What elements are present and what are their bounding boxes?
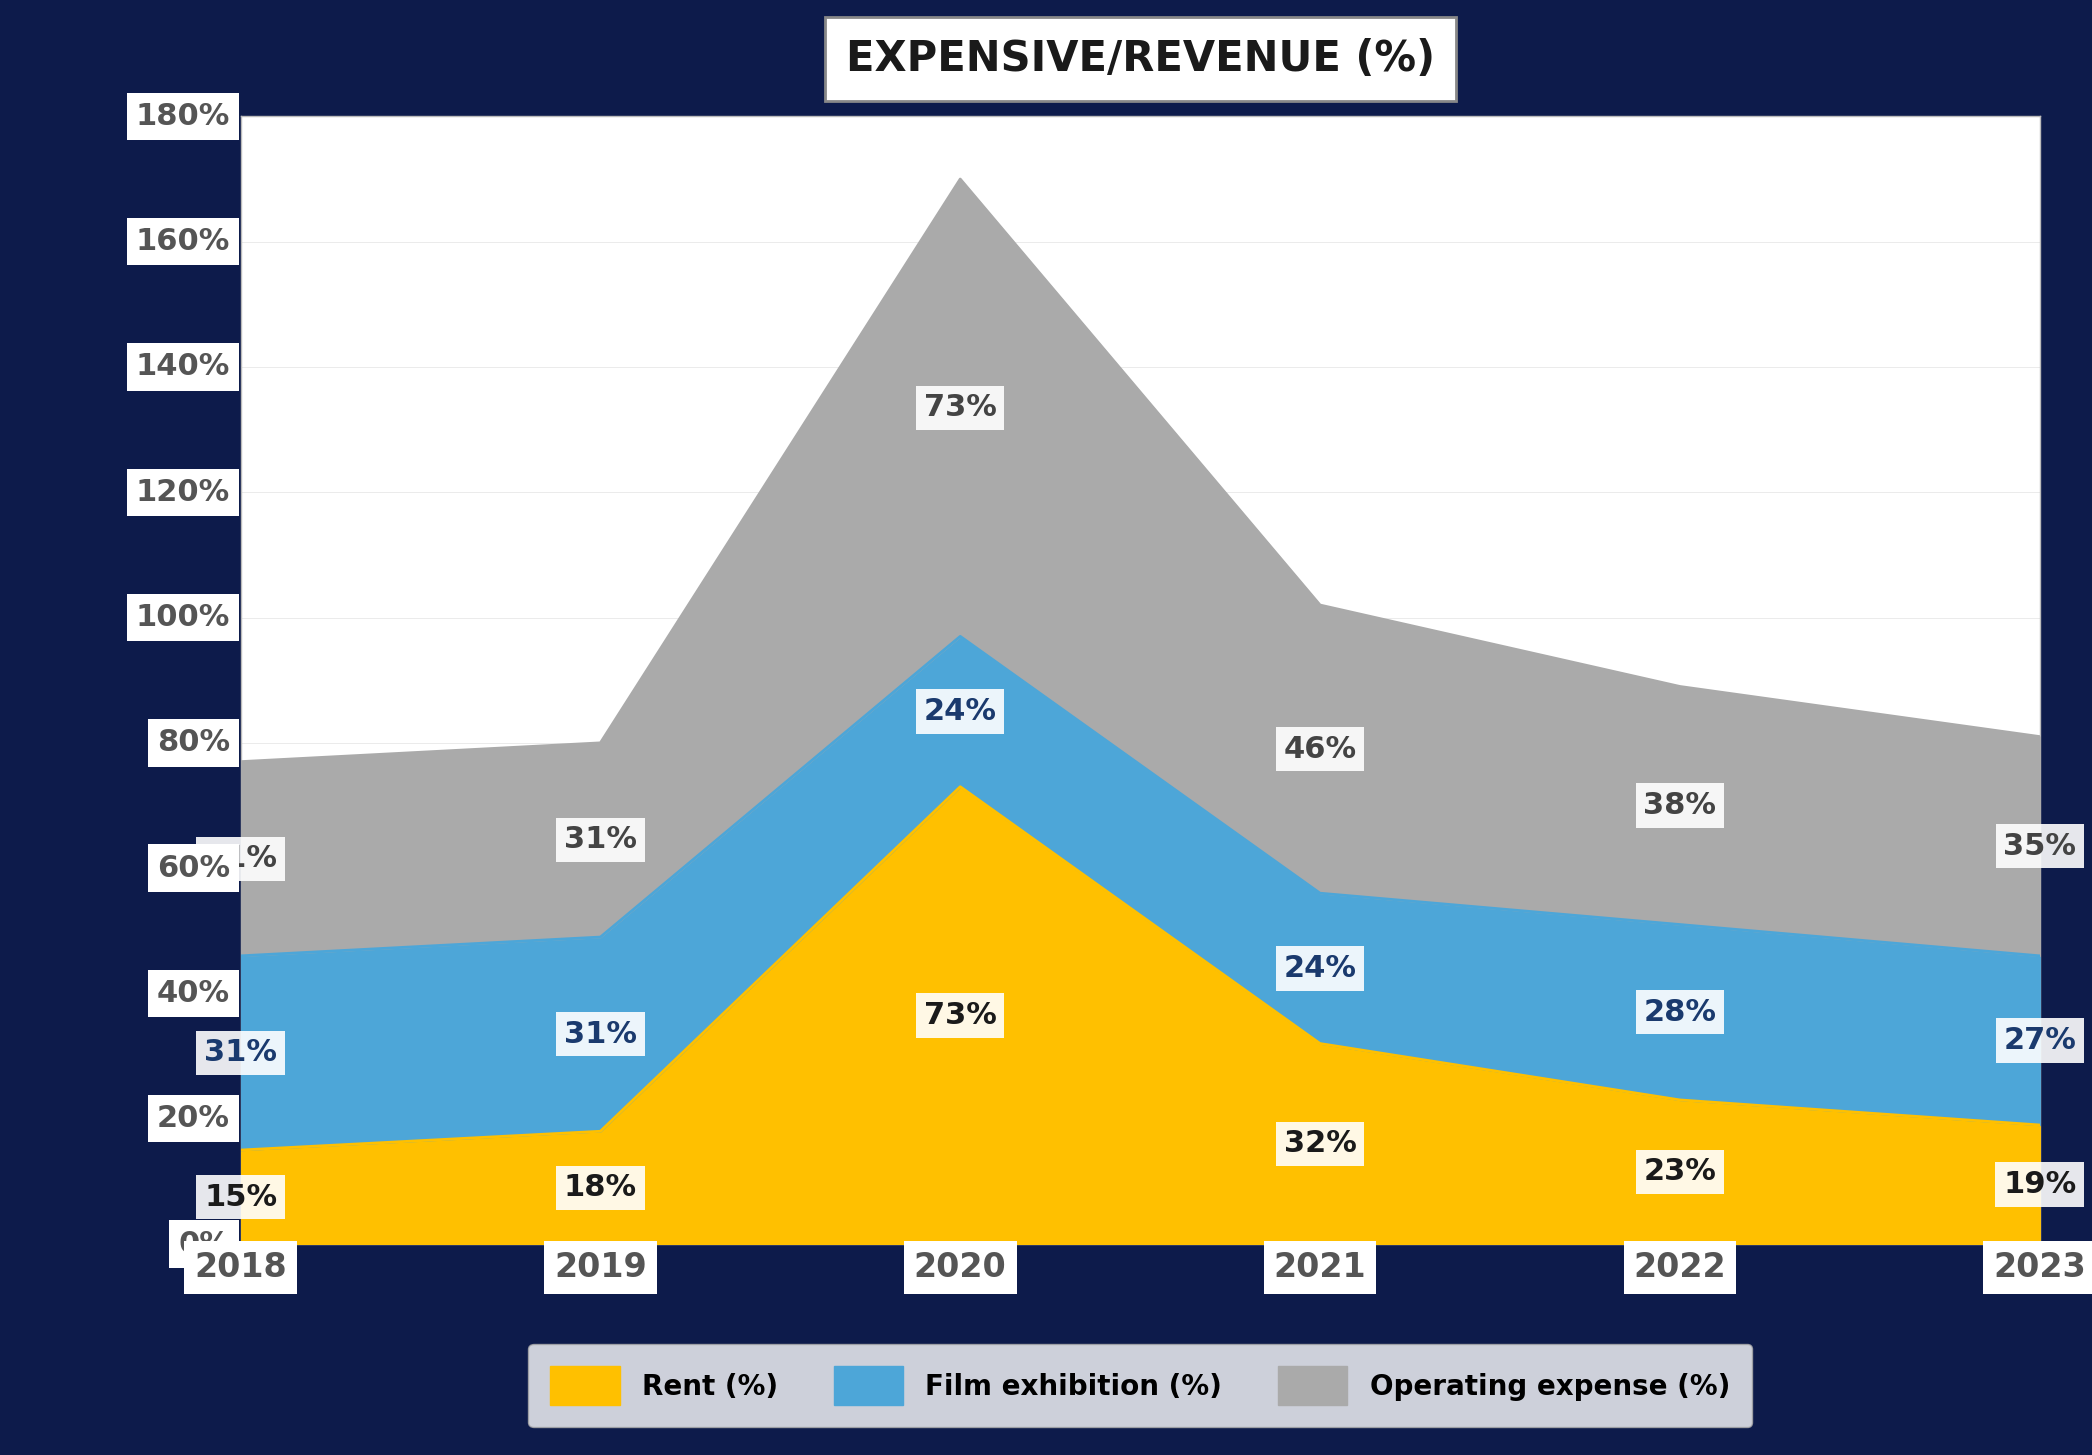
Text: 27%: 27% (2004, 1026, 2075, 1055)
Text: 160%: 160% (136, 227, 230, 256)
Text: 73%: 73% (925, 1001, 996, 1030)
Text: 31%: 31% (205, 844, 276, 873)
Text: 15%: 15% (205, 1183, 276, 1212)
Text: EXPENSIVE/REVENUE (%): EXPENSIVE/REVENUE (%) (845, 38, 1435, 80)
Legend: Rent (%), Film exhibition (%), Operating expense (%): Rent (%), Film exhibition (%), Operating… (527, 1344, 1753, 1427)
Text: 2023: 2023 (1994, 1251, 2086, 1285)
Text: 0%: 0% (178, 1229, 230, 1259)
Text: 31%: 31% (565, 1020, 636, 1049)
Text: 140%: 140% (136, 352, 230, 381)
Text: 120%: 120% (136, 477, 230, 506)
Text: 31%: 31% (205, 1039, 276, 1068)
Text: 24%: 24% (925, 697, 996, 726)
Text: 60%: 60% (157, 854, 230, 883)
Text: 73%: 73% (925, 393, 996, 422)
Text: 19%: 19% (2002, 1170, 2077, 1199)
Text: 20%: 20% (157, 1104, 230, 1133)
Text: 180%: 180% (136, 102, 230, 131)
Text: 2019: 2019 (554, 1251, 646, 1285)
Text: 35%: 35% (2004, 832, 2075, 861)
Text: 80%: 80% (157, 729, 230, 758)
Text: 32%: 32% (1284, 1129, 1356, 1158)
Text: 23%: 23% (1644, 1158, 1715, 1186)
Text: 2020: 2020 (914, 1251, 1006, 1285)
Text: 38%: 38% (1644, 792, 1715, 821)
Text: 40%: 40% (157, 979, 230, 1008)
Text: 18%: 18% (565, 1173, 636, 1202)
Text: 2021: 2021 (1274, 1251, 1366, 1285)
Text: 46%: 46% (1284, 735, 1356, 764)
Text: 2018: 2018 (195, 1251, 287, 1285)
Text: 31%: 31% (565, 825, 636, 854)
Text: 24%: 24% (1284, 954, 1356, 984)
Text: 100%: 100% (136, 602, 230, 631)
Text: 28%: 28% (1644, 998, 1715, 1027)
Text: 2022: 2022 (1634, 1251, 1726, 1285)
